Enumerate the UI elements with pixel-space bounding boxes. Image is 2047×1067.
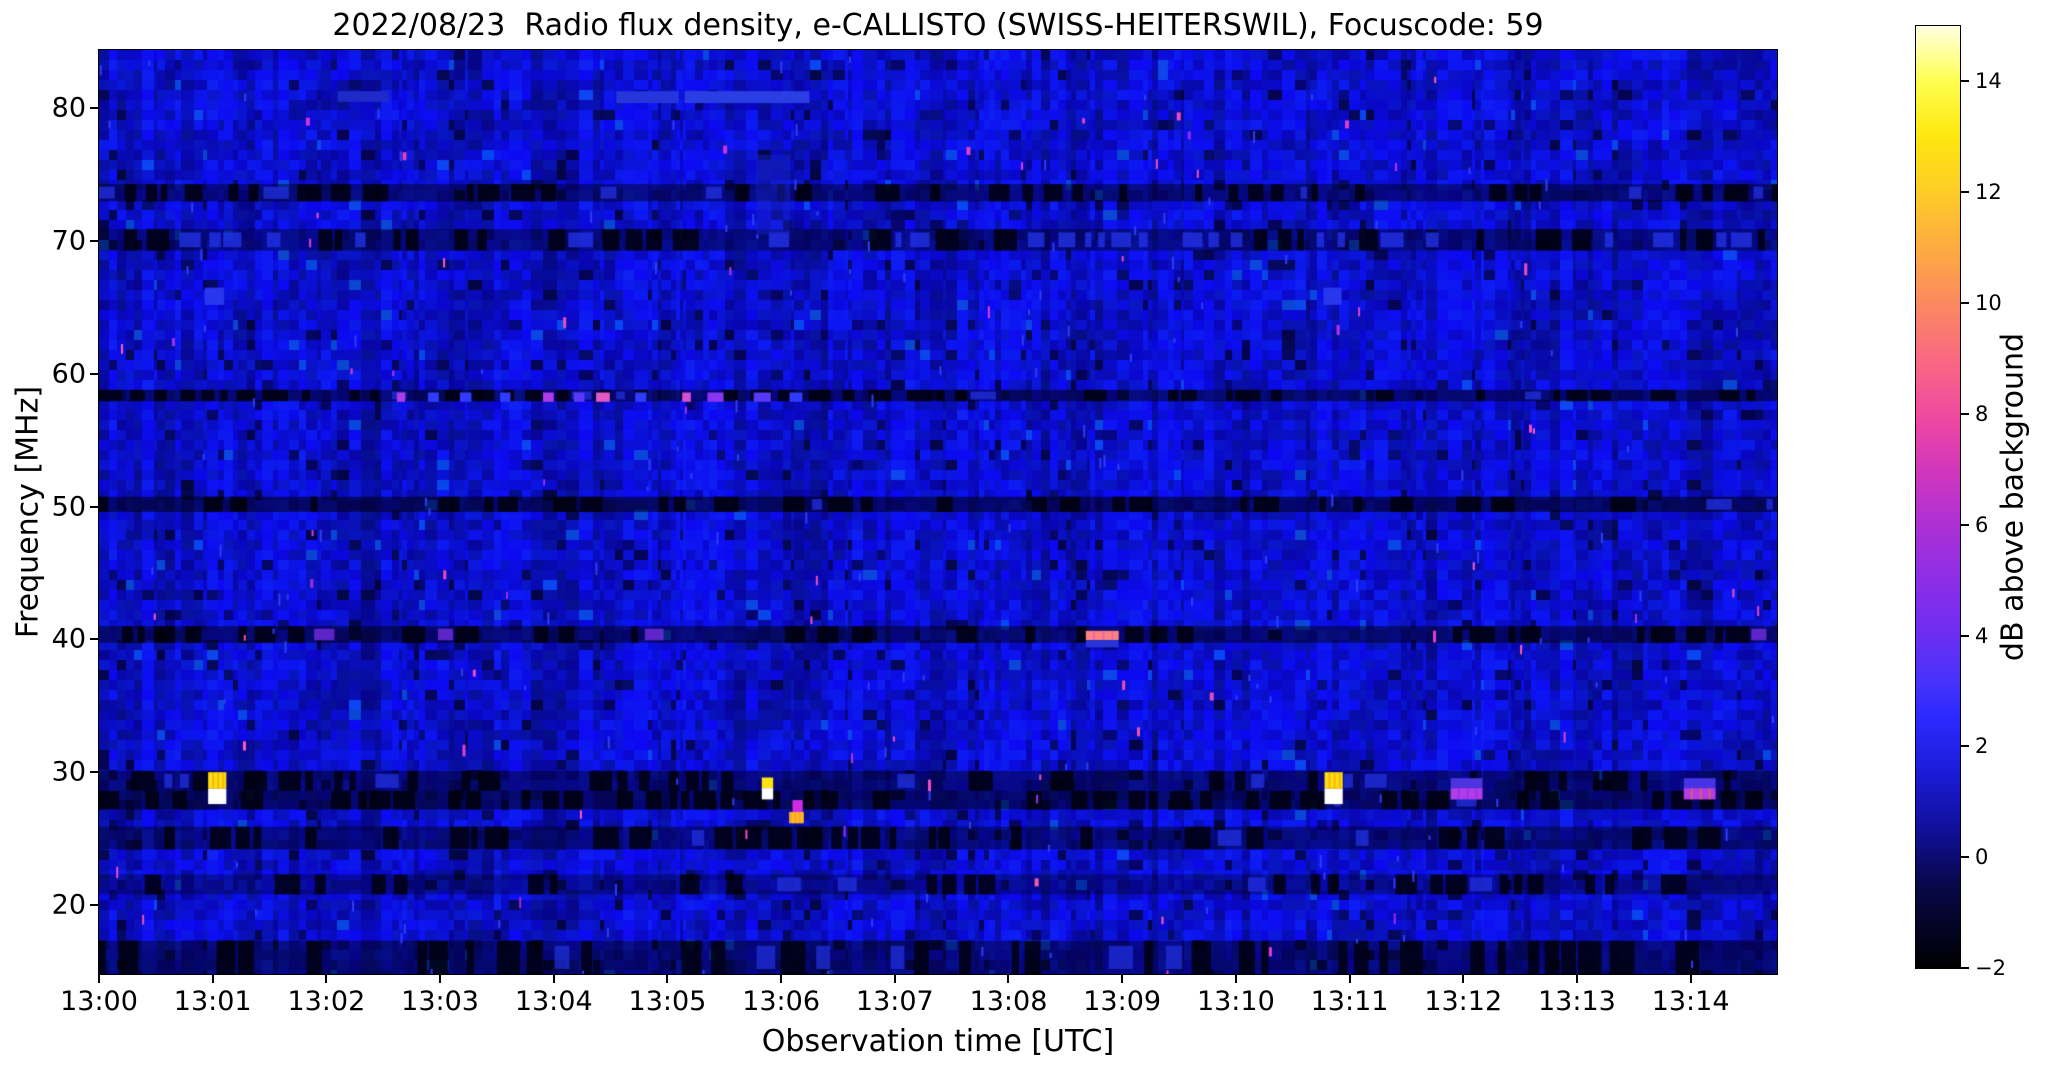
x-tick-label: 13:11 (1310, 986, 1389, 1017)
y-tick-mark (90, 903, 98, 906)
colorbar-tick-mark (1961, 80, 1969, 83)
y-tick-label: 40 (51, 623, 86, 655)
chart-title: 2022/08/23 Radio flux density, e-CALLIST… (332, 8, 1544, 43)
x-tick-mark (1575, 975, 1578, 983)
colorbar-tick-mark (1961, 523, 1969, 526)
y-tick-mark (90, 505, 98, 508)
y-tick-label: 60 (51, 358, 86, 390)
x-tick-label: 13:01 (173, 986, 252, 1017)
colorbar-tick-mark (1961, 412, 1969, 415)
y-tick-mark (90, 372, 98, 375)
x-tick-label: 13:04 (514, 986, 593, 1017)
x-tick-mark (1462, 975, 1465, 983)
x-tick-label: 13:07 (855, 986, 934, 1017)
y-tick-label: 50 (51, 491, 86, 523)
x-tick-label: 13:02 (287, 986, 366, 1017)
colorbar-tick-mark (1961, 856, 1969, 859)
y-tick-label: 20 (51, 889, 86, 921)
x-tick-mark (1689, 975, 1692, 983)
x-tick-mark (325, 975, 328, 983)
x-tick-mark (893, 975, 896, 983)
x-tick-label: 13:00 (60, 986, 138, 1017)
colorbar-tick-mark (1961, 302, 1969, 305)
y-tick-label: 70 (51, 225, 86, 257)
x-tick-mark (780, 975, 783, 983)
colorbar-tick-label: 2 (1975, 734, 1989, 759)
y-axis-label: Frequency [MHz] (10, 385, 46, 639)
colorbar-tick-mark (1961, 634, 1969, 637)
y-tick-mark (90, 771, 98, 774)
colorbar-tick-mark (1961, 745, 1969, 748)
x-tick-mark (98, 975, 100, 983)
spectrogram-canvas (99, 50, 1777, 974)
x-tick-mark (1348, 975, 1351, 983)
x-tick-mark (1121, 975, 1124, 983)
y-tick-mark (90, 107, 98, 110)
x-axis-label: Observation time [UTC] (761, 1024, 1115, 1059)
y-tick-mark (90, 240, 98, 243)
x-tick-label: 13:09 (1083, 986, 1162, 1017)
colorbar-tick-label: 14 (1975, 69, 2002, 94)
x-tick-mark (1234, 975, 1237, 983)
x-tick-label: 13:05 (628, 986, 707, 1017)
x-tick-mark (666, 975, 669, 983)
colorbar-tick-label: −2 (1975, 956, 2006, 980)
colorbar-tick-mark (1961, 191, 1969, 194)
y-tick-mark (90, 638, 98, 641)
colorbar-tick-label: 4 (1975, 623, 1989, 648)
y-tick-label: 30 (51, 756, 86, 788)
x-tick-mark (211, 975, 214, 983)
x-tick-mark (439, 975, 442, 983)
colorbar-tick-label: 8 (1975, 401, 1989, 426)
x-tick-label: 13:06 (742, 986, 821, 1017)
colorbar-tick-label: 12 (1975, 180, 2002, 205)
colorbar-tick-label: 0 (1975, 845, 1989, 870)
y-tick-label: 80 (51, 92, 86, 124)
colorbar-tick-label: 10 (1975, 291, 2002, 316)
x-tick-label: 13:13 (1538, 986, 1616, 1017)
x-tick-label: 13:03 (401, 986, 479, 1017)
x-tick-mark (1007, 975, 1010, 983)
colorbar-tick-label: 6 (1975, 512, 1989, 537)
x-tick-label: 13:10 (1196, 986, 1275, 1017)
x-tick-label: 13:14 (1651, 986, 1730, 1017)
x-tick-mark (552, 975, 555, 983)
x-tick-label: 13:12 (1424, 986, 1503, 1017)
x-tick-label: 13:08 (969, 986, 1048, 1017)
colorbar (1915, 25, 1961, 969)
colorbar-label: dB above background (1995, 332, 2031, 662)
colorbar-tick-mark (1961, 967, 1969, 969)
spectrogram-plot-area (98, 49, 1778, 975)
